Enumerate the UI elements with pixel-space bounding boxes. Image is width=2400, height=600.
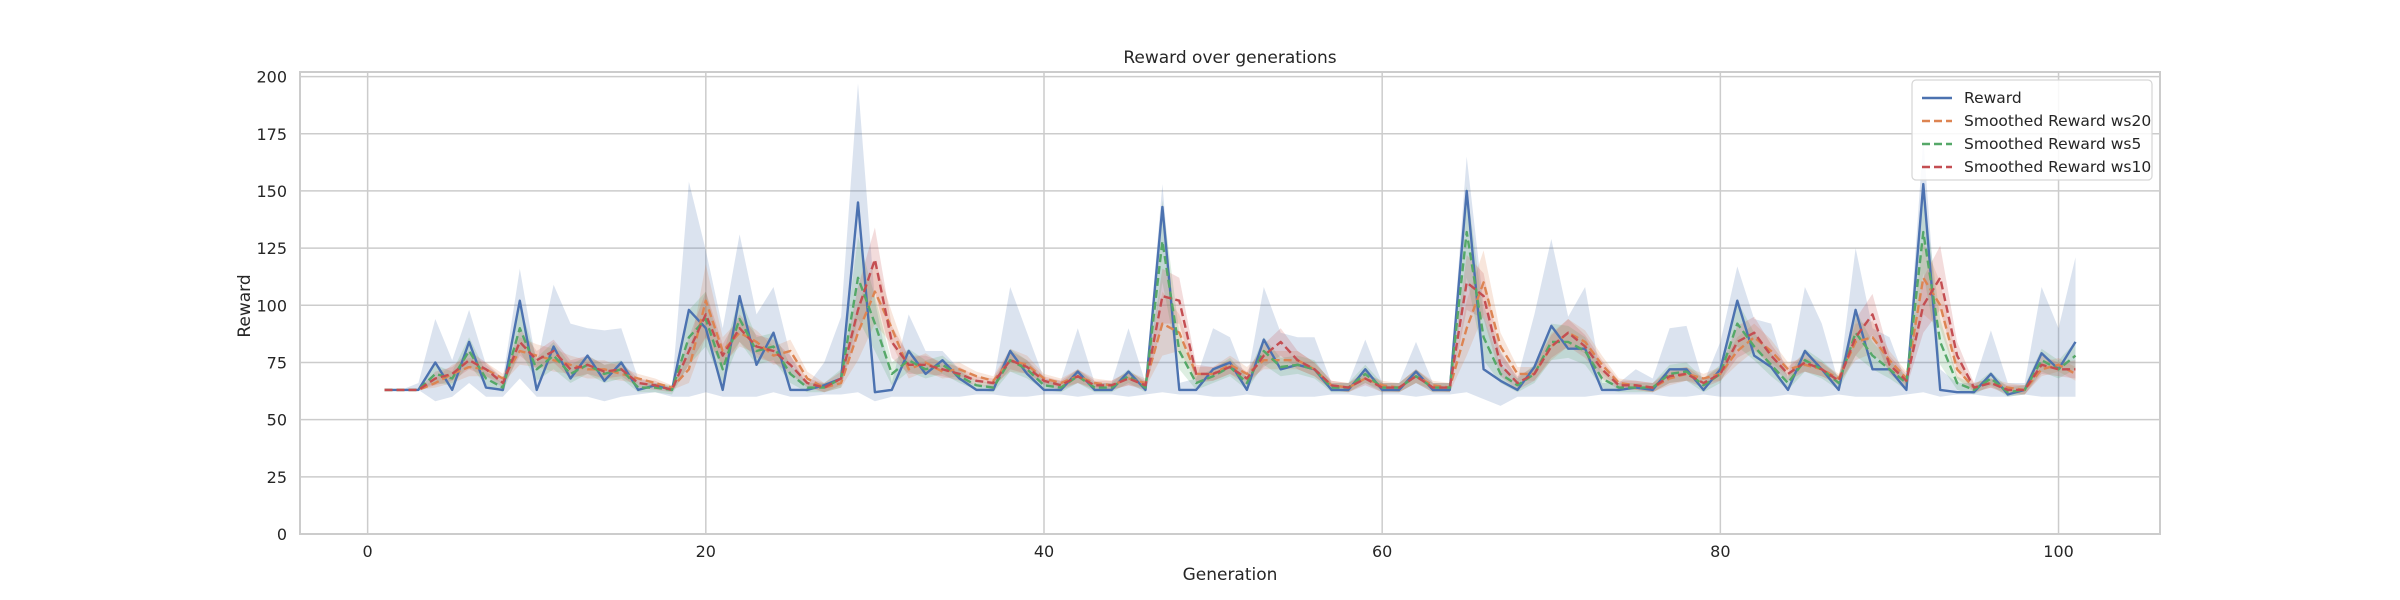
plot-frame [299, 71, 2161, 535]
y-tick-label: 25 [267, 468, 287, 487]
y-tick-label: 0 [277, 525, 287, 544]
legend-label: Smoothed Reward ws10 [1964, 158, 2151, 176]
x-tick-label: 100 [2043, 542, 2074, 561]
x-axis-label: Generation [1183, 565, 1278, 585]
y-tick-label: 125 [256, 239, 287, 258]
y-tick-label: 75 [267, 353, 287, 372]
chart-title: Reward over generations [1123, 48, 1336, 68]
y-tick-label: 200 [256, 68, 287, 87]
x-tick-label: 20 [696, 542, 716, 561]
x-tick-label: 0 [363, 542, 373, 561]
y-tick-label: 150 [256, 182, 287, 201]
x-tick-label: 40 [1034, 542, 1054, 561]
y-tick-label: 175 [256, 125, 287, 144]
series-line-3 [384, 258, 2076, 392]
x-tick-label: 60 [1372, 542, 1392, 561]
x-tick-label: 80 [1710, 542, 1730, 561]
y-axis-label: Reward [235, 274, 255, 337]
y-tick-label: 50 [267, 411, 287, 430]
legend-label: Smoothed Reward ws5 [1964, 135, 2141, 153]
y-tick-label: 100 [256, 296, 287, 315]
series-line-1 [384, 276, 2077, 392]
legend-label: Smoothed Reward ws20 [1964, 112, 2151, 130]
legend-label: Reward [1964, 89, 2022, 107]
series-band-0 [384, 83, 2076, 406]
legend-box [1911, 79, 2153, 181]
